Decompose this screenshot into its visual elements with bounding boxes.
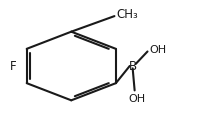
Text: OH: OH (149, 45, 167, 55)
Text: F: F (10, 60, 16, 72)
Text: OH: OH (128, 94, 145, 104)
Text: B: B (129, 60, 137, 72)
Text: CH₃: CH₃ (117, 8, 139, 21)
